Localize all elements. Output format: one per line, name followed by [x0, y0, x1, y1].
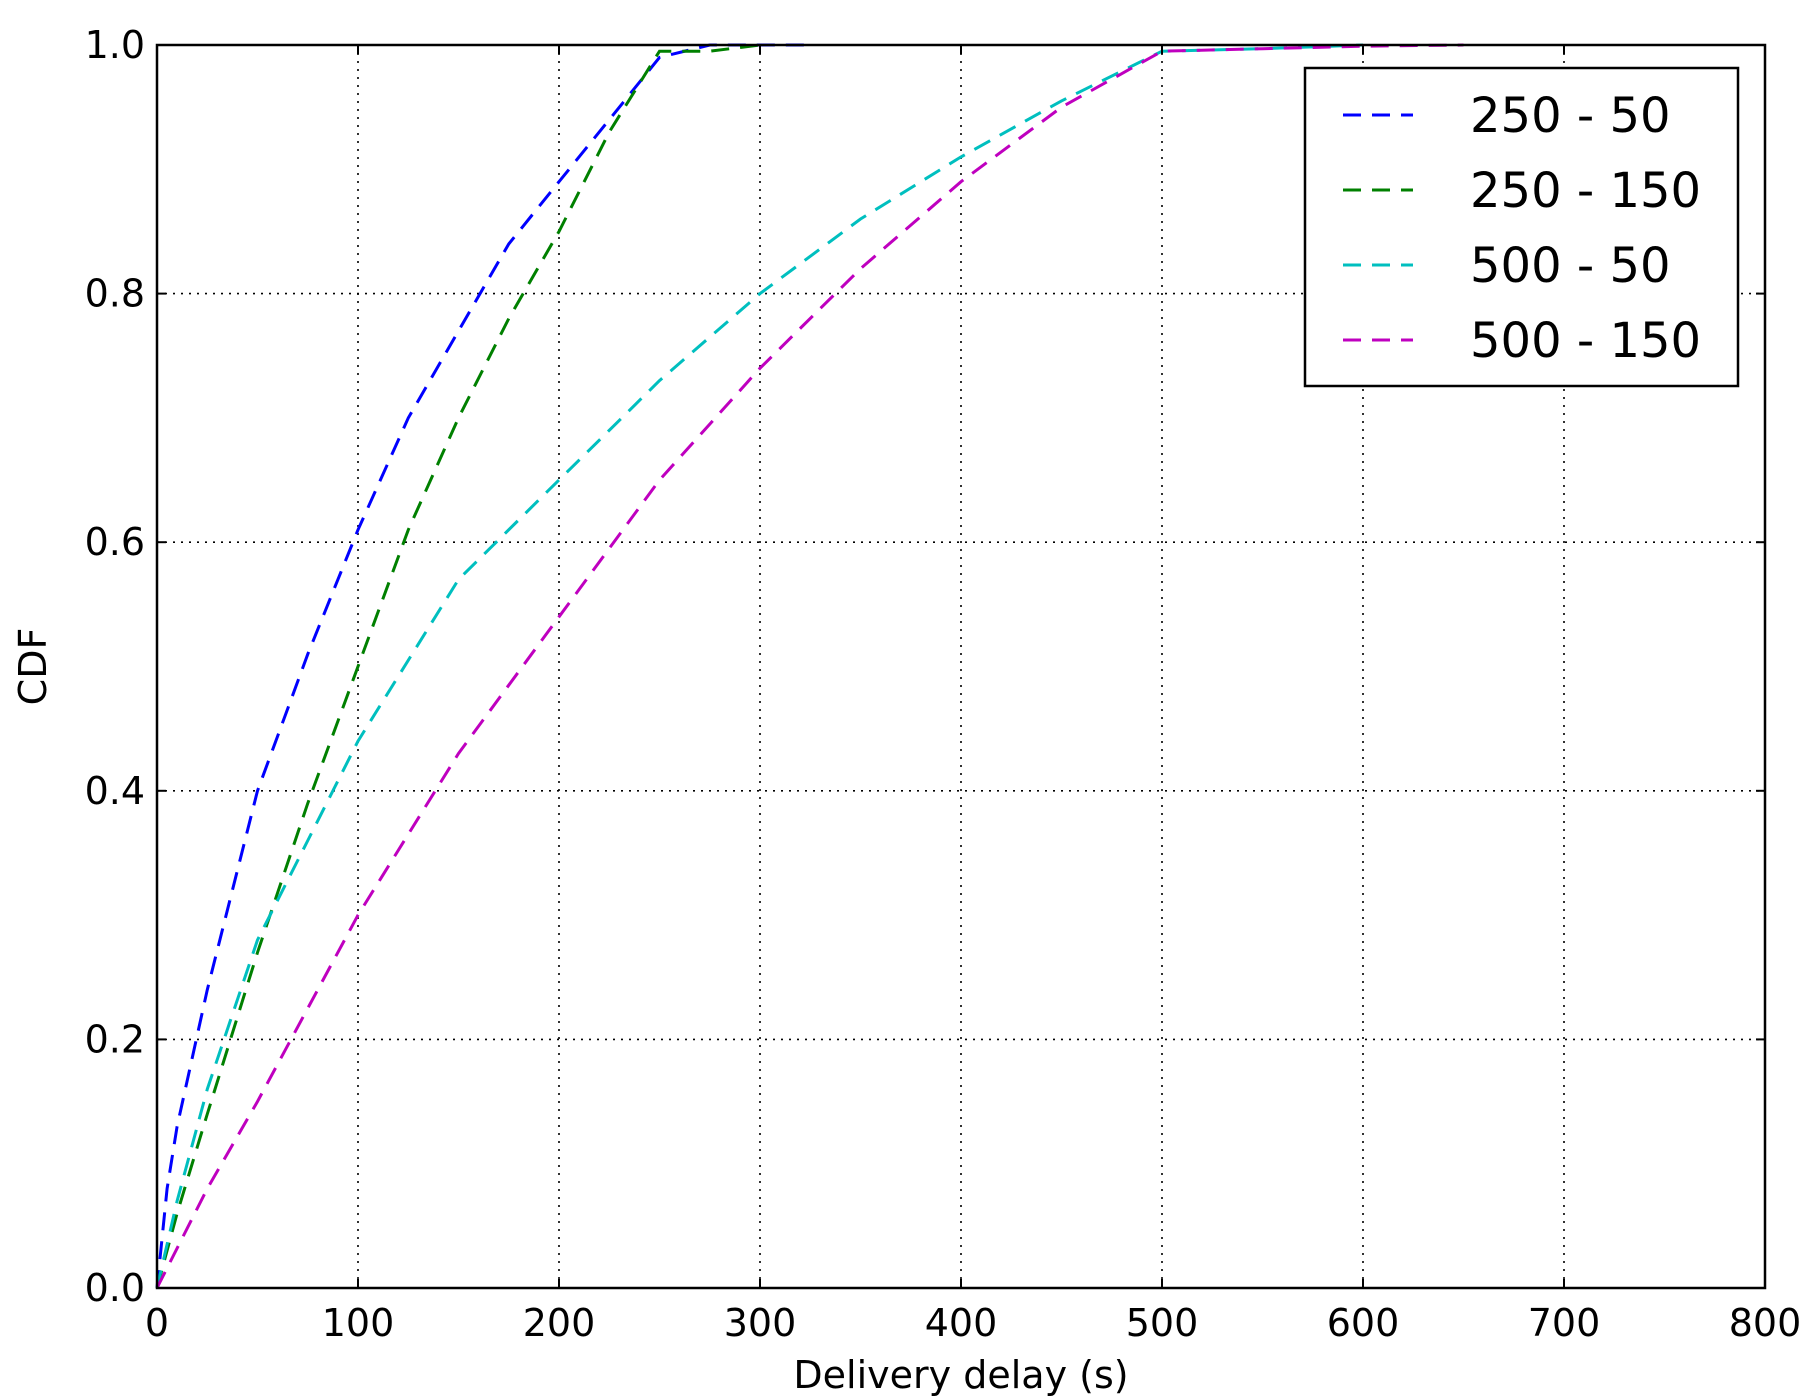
x-tick-label: 0: [145, 1301, 169, 1345]
x-tick-label: 200: [523, 1301, 596, 1345]
y-tick-label: 1.0: [85, 23, 145, 67]
y-tick-label: 0.2: [85, 1017, 145, 1061]
x-tick-label: 500: [1126, 1301, 1199, 1345]
legend-label-1: 250 - 50: [1470, 88, 1671, 144]
legend: 250 - 50 250 - 150 500 - 50 500 - 150: [1303, 66, 1740, 388]
series-group: [155, 43, 1464, 1289]
x-tick-label: 700: [1528, 1301, 1601, 1345]
tick-labels: 0 100 200 300 400 500 600 700 800 0.0 0.2 0.4 0.6 0.8…: [85, 23, 1802, 1345]
series-line-3: [155, 43, 1364, 1289]
series-line-2: [155, 43, 761, 1289]
legend-box: [1303, 66, 1740, 388]
series-line-4: [155, 43, 1464, 1289]
y-tick-label: 0.8: [85, 272, 145, 316]
x-axis-label: Delivery delay (s): [793, 1353, 1128, 1397]
x-tick-label: 600: [1327, 1301, 1400, 1345]
legend-label-3: 500 - 50: [1470, 238, 1671, 294]
axis-ticks: [156, 44, 1766, 1289]
x-tick-label: 300: [724, 1301, 797, 1345]
y-tick-label: 0.6: [85, 520, 145, 564]
x-tick-label: 100: [322, 1301, 395, 1345]
y-tick-label: 0.0: [85, 1266, 145, 1310]
legend-label-4: 500 - 150: [1470, 313, 1701, 369]
x-tick-label: 800: [1729, 1301, 1802, 1345]
legend-label-2: 250 - 150: [1470, 163, 1701, 219]
x-tick-label: 400: [925, 1301, 998, 1345]
y-tick-label: 0.4: [85, 769, 145, 813]
y-axis-label: CDF: [11, 628, 55, 706]
